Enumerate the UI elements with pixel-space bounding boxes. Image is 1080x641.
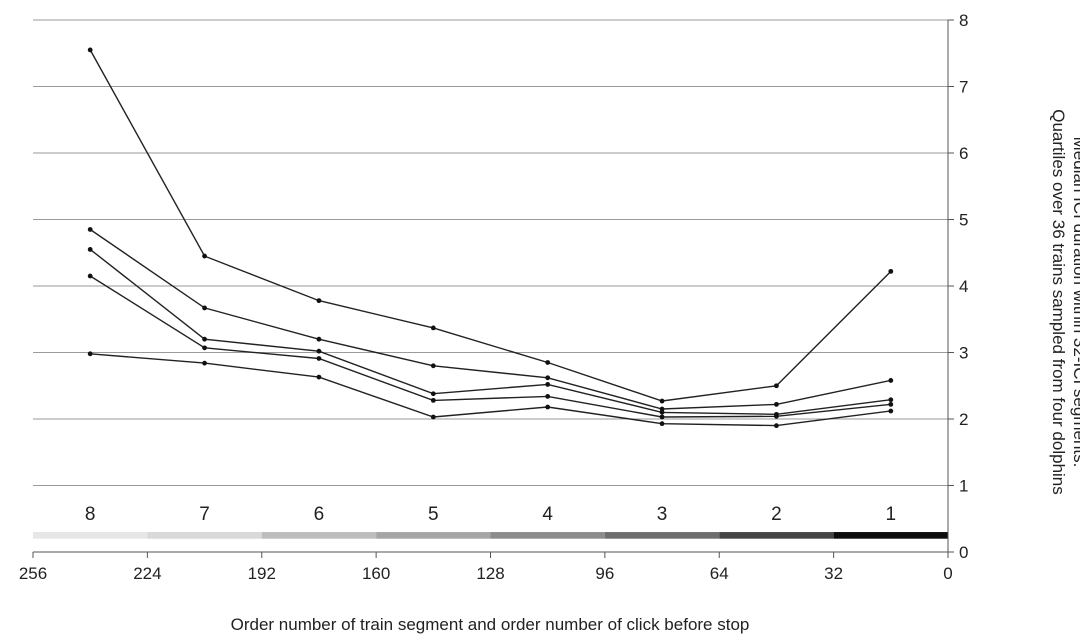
segment-label: 1 xyxy=(886,504,897,525)
data-point xyxy=(316,374,322,380)
y-tick-label: 8 xyxy=(959,11,968,30)
segment-labels: 8 7 6 5 4 3 2 1 xyxy=(85,504,896,525)
data-point xyxy=(316,348,322,354)
x-axis-title: Order number of train segment and order … xyxy=(231,615,750,634)
segment-bar xyxy=(33,532,948,539)
data-point xyxy=(545,404,551,410)
axes xyxy=(32,19,954,558)
data-point xyxy=(659,406,665,412)
data-point xyxy=(774,401,779,407)
gridlines xyxy=(33,19,948,486)
series-points xyxy=(87,47,894,429)
data-point xyxy=(545,375,551,381)
segment-label: 5 xyxy=(428,504,439,525)
y-tick-label: 7 xyxy=(959,78,968,97)
y-tick-label: 4 xyxy=(959,277,968,296)
data-point xyxy=(774,413,779,419)
data-point xyxy=(202,253,207,259)
data-point xyxy=(659,398,665,404)
x-tick-label: 32 xyxy=(824,564,843,583)
series-line-5 xyxy=(90,353,891,427)
data-point xyxy=(774,423,779,429)
series-lines xyxy=(89,49,892,427)
y-tick-label: 2 xyxy=(959,410,968,429)
x-tick-label: 224 xyxy=(133,564,161,583)
data-point xyxy=(87,351,93,357)
segment-bar-block xyxy=(261,532,377,539)
segment-bar-block xyxy=(376,532,491,539)
data-point xyxy=(430,325,436,331)
data-point xyxy=(659,421,665,427)
data-point xyxy=(202,345,207,351)
segment-bar-block xyxy=(719,532,834,539)
data-point xyxy=(774,383,779,389)
data-point xyxy=(545,360,551,365)
data-point xyxy=(316,298,322,304)
data-point xyxy=(888,268,894,274)
series-line-4 xyxy=(89,275,891,418)
data-point xyxy=(545,393,551,399)
data-point xyxy=(430,363,436,369)
data-point xyxy=(888,397,894,403)
data-point xyxy=(316,356,322,361)
y-tick-label: 6 xyxy=(959,144,968,163)
data-point xyxy=(888,408,894,414)
data-point xyxy=(430,414,436,420)
x-tick-label: 64 xyxy=(710,564,729,583)
segment-label: 2 xyxy=(771,504,782,525)
x-tick-label: 256 xyxy=(19,564,47,583)
segment-label: 6 xyxy=(314,504,325,525)
series-line-2 xyxy=(89,228,891,410)
segment-label: 3 xyxy=(657,504,668,525)
data-point xyxy=(659,409,665,415)
segment-label: 7 xyxy=(199,504,210,525)
segment-bar-block xyxy=(490,532,605,539)
data-point xyxy=(430,397,436,403)
data-point xyxy=(888,378,894,383)
data-point xyxy=(888,401,894,407)
data-point xyxy=(87,47,93,53)
y-axis-title-line-2: Quartiles over 36 trains sampled from fo… xyxy=(1049,109,1068,495)
series-line-1 xyxy=(89,49,892,402)
y-tick-labels: 0 1 2 3 4 5 6 7 8 xyxy=(959,11,968,562)
series-line-3 xyxy=(89,248,891,416)
x-tick-label: 160 xyxy=(362,564,390,583)
data-point xyxy=(202,336,207,342)
data-point xyxy=(202,360,207,366)
x-tick-label: 128 xyxy=(476,564,504,583)
y-tick-label: 5 xyxy=(959,211,968,230)
segment-bar-block xyxy=(147,532,262,539)
data-point xyxy=(659,414,665,420)
x-tick-label: 192 xyxy=(248,564,276,583)
segment-label: 8 xyxy=(85,504,96,525)
data-point xyxy=(87,247,93,252)
y-tick-label: 3 xyxy=(959,344,968,363)
x-tick-labels: 256 224 192 160 128 96 64 32 0 xyxy=(19,564,953,583)
y-tick-label: 1 xyxy=(959,477,968,496)
data-point xyxy=(87,273,93,279)
segment-bar-block xyxy=(604,532,720,539)
data-point xyxy=(430,391,436,397)
data-point xyxy=(87,227,93,232)
data-point xyxy=(545,382,551,387)
y-axis-title-line-1: Median ICI duration within 32-ICI segmen… xyxy=(1070,137,1080,468)
y-tick-label: 0 xyxy=(959,543,968,562)
x-tick-label: 0 xyxy=(943,564,952,583)
x-tick-label: 96 xyxy=(595,564,614,583)
segment-bar-block xyxy=(33,532,148,539)
segment-label: 4 xyxy=(542,504,553,525)
data-point xyxy=(202,305,207,311)
segment-bar-block xyxy=(833,532,948,539)
data-point xyxy=(316,336,322,342)
